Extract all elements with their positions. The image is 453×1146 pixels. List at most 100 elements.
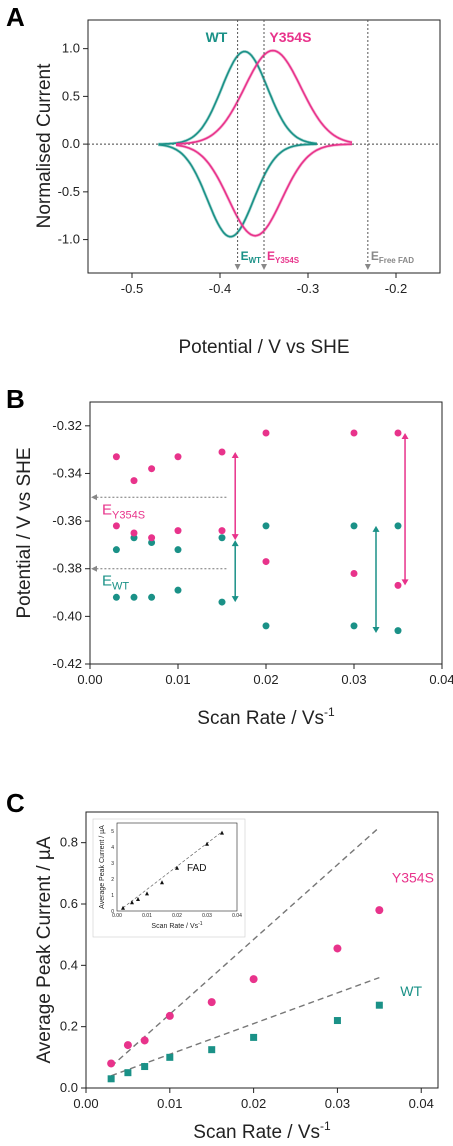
panel-c-inset-point <box>160 880 164 885</box>
panel-c-inset-label: FAD <box>187 863 206 874</box>
panel-c-ytick-label: 0.2 <box>60 1019 78 1034</box>
panel-a-ref-arrowhead <box>364 264 371 270</box>
panel-c-point-y354s <box>375 906 384 915</box>
panel-c-xtick-label: 0.00 <box>73 1096 98 1111</box>
panel-c-inset-xtick-label: 0.04 <box>232 913 242 919</box>
panel-b-ytick-label: -0.38 <box>52 561 82 576</box>
panel-c-ytick-label: 0.4 <box>60 957 78 972</box>
panel-c-inset-xtick-label: 0.01 <box>142 913 152 919</box>
panel-b-range-arrowhead-top <box>372 525 380 532</box>
panel-a-ytick-label: -0.5 <box>58 184 80 199</box>
panel-b-xtick-label: 0.04 <box>429 672 453 687</box>
panel-c-ytick-label: 0.6 <box>60 896 78 911</box>
panel-b-point-wt <box>262 622 270 630</box>
panel-b-range-arrowhead-top <box>231 540 239 547</box>
panel-b-point-wt <box>174 546 182 554</box>
panel-a-series-label-wt: WT <box>206 29 228 45</box>
panel-b-xlabel: Scan Rate / Vs-1 <box>197 705 335 729</box>
panel-b-point-y354s <box>148 465 156 473</box>
panel-b-point-y354s <box>130 529 138 537</box>
panel-b-range-arrowhead-bottom <box>231 534 239 541</box>
panel-a-ref-label-main: E <box>267 249 275 263</box>
panel-a-xtick-label: -0.4 <box>209 281 231 296</box>
panel-a-curve-y354s-oxidative-fit <box>175 49 353 145</box>
panel-b-ref-label-sub: WT <box>112 581 129 593</box>
panel-c-inset-ytick-label: 0 <box>111 909 114 915</box>
panel-b-ytick-label: -0.40 <box>52 608 82 623</box>
panel-a-ref-arrowhead <box>261 264 267 270</box>
panel-a-ref-label-main: E <box>241 249 249 263</box>
panel-b-ylabel: Potential / V vs SHE <box>14 447 35 618</box>
panel-a-ytick-label: 0.5 <box>62 88 80 103</box>
panel-c-xtick-label: 0.04 <box>409 1096 434 1111</box>
panel-c-point-y354s <box>107 1059 116 1068</box>
panel-c-inset-xtick-label: 0.02 <box>172 913 182 919</box>
panel-a-ref-label-main: E <box>371 249 379 263</box>
panel-c-inset-xlabel: Scan Rate / Vs-1 <box>151 921 202 930</box>
panel-c-inset-ytick-label: 1 <box>111 893 114 899</box>
panel-c-xtick-label: 0.01 <box>157 1096 182 1111</box>
panel-c-point-wt <box>124 1069 132 1077</box>
panel-b-point-wt <box>350 522 358 530</box>
panel-b-range-arrowhead-bottom <box>231 596 239 603</box>
panel-c-fit-line <box>110 976 380 1077</box>
panel-c-inset-point <box>130 900 134 905</box>
panel-c-inset-point <box>145 891 149 896</box>
panel-c-point-y354s <box>333 944 342 953</box>
panel-b-point-wt <box>112 593 120 601</box>
panel-a-xtick-label: -0.2 <box>385 281 407 296</box>
panel-c-inset-point <box>220 830 224 835</box>
panel-a-ref-label: EWT <box>241 249 262 265</box>
panel-a-ref-label-sub: Y354S <box>275 256 300 265</box>
panel-b-point-wt <box>148 593 156 601</box>
panel-b-point-y354s <box>174 527 182 535</box>
panel-b-point-wt <box>112 546 120 554</box>
panel-c-point-y354s <box>165 1011 174 1020</box>
panel-c-ytick-label: 0.0 <box>60 1080 78 1095</box>
panel-a-ref-label: EY354S <box>267 249 300 265</box>
panel-b-range-arrowhead-top <box>401 432 409 439</box>
panel-c-inset-frame <box>116 822 238 912</box>
panel-b-ref-label-main: E <box>102 573 112 590</box>
panel-c-point-y354s <box>140 1036 149 1045</box>
panel-a-ref-label-sub: WT <box>249 256 262 265</box>
panel-c-inset-point <box>136 897 140 901</box>
panel-c-inset-ylabel: Average Peak Current / µA <box>99 825 106 909</box>
panel-b-xtick-label: 0.02 <box>253 672 278 687</box>
panel-c-point-wt <box>250 1033 258 1041</box>
panel-b-point-y354s <box>218 527 226 535</box>
panel-c-inset-xlabel-sup: -1 <box>198 921 203 927</box>
panel-c-point-wt <box>333 1017 341 1025</box>
panel-c: C 0.00 0.01 0.02 0.03 0.04 0.0 0.2 0.4 0.6 0.8 Y3… <box>6 788 439 1143</box>
panel-c-xlabel: Scan Rate / Vs-1 <box>193 1119 331 1143</box>
panel-b-point-y354s <box>394 581 402 589</box>
panel-b-ref-label-sub: Y354S <box>112 509 145 521</box>
panel-a-ref-label-sub: Free FAD <box>379 256 414 265</box>
panel-b-ytick-label: -0.32 <box>52 418 82 433</box>
panel-c-inset-box <box>92 818 246 938</box>
panel-a-ytick-label: 0.0 <box>62 136 80 151</box>
panel-c-ytick-label: 0.8 <box>60 835 78 850</box>
panel-a-ytick-label: 1.0 <box>62 41 80 56</box>
panel-b-point-y354s <box>174 453 182 461</box>
panel-b-letter: B <box>6 384 25 414</box>
panel-b-point-y354s <box>218 448 226 456</box>
panel-c-inset-fit-line <box>122 831 223 909</box>
panel-c-xtick-label: 0.03 <box>325 1096 350 1111</box>
panel-c-point-wt <box>375 1001 383 1009</box>
panel-a-curve-wt-reductive-raw <box>158 142 317 239</box>
panel-a-letter: A <box>6 2 25 32</box>
panel-b-ytick-label: -0.34 <box>52 465 82 480</box>
panel-a-ylabel: Normalised Current <box>34 63 55 228</box>
panel-b-point-wt <box>394 522 402 530</box>
panel-c-point-y354s <box>123 1041 132 1050</box>
panel-b-point-wt <box>130 593 138 601</box>
panel-b-point-wt <box>218 534 226 542</box>
panel-c-point-wt <box>141 1063 149 1071</box>
panel-c-inset-xtick-label: 0.00 <box>112 913 122 919</box>
panel-a-ref-label: EFree FAD <box>371 249 414 265</box>
panel-a-curve-wt-oxidative-fit <box>158 50 317 145</box>
panel-a-curve-wt-reductive-fit <box>158 143 317 238</box>
panel-c-series-label-wt: WT <box>400 983 422 999</box>
panel-c-inset-point <box>175 865 179 870</box>
